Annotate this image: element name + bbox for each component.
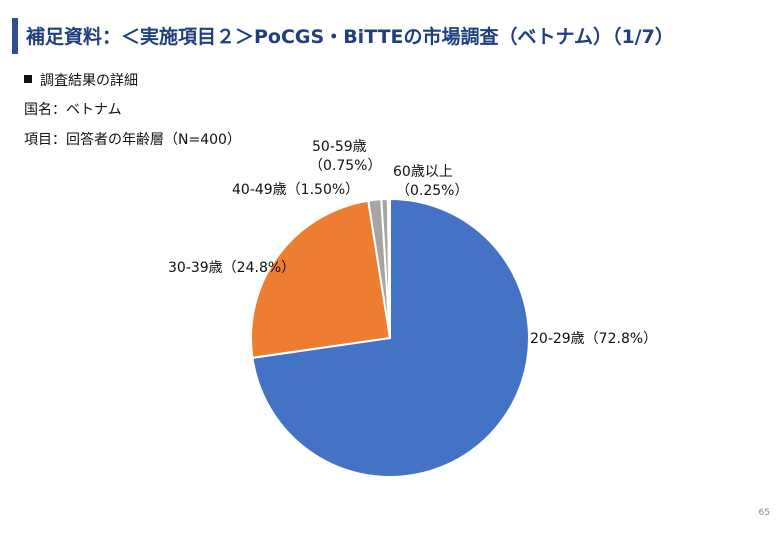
page-number: 65 [758,508,770,518]
section-heading-text: 調査結果の詳細 [40,73,138,89]
label-50-59-name: 50-59歳 [312,139,367,155]
label-60-plus-name: 60歳以上 [393,164,453,180]
label-40-49: 40-49歳（1.50%） [232,182,359,198]
label-30-39: 30-39歳（24.8%） [168,260,295,276]
label-20-29: 20-29歳（72.8%） [530,331,657,347]
label-60-plus-value: （0.25%） [396,183,468,199]
page-title: 補足資料：＜実施項目２＞PoCGS・BiTTEの市場調査（ベトナム）（1/7） [26,26,674,48]
pie-slices [250,197,530,478]
slice-30-39 [250,199,392,359]
square-bullet-icon [24,75,32,83]
title-accent-bar [12,18,18,54]
label-50-59-value: （0.75%） [309,158,381,174]
slice-60-plus [386,197,391,339]
section-heading: 調査結果の詳細 [24,70,138,90]
country-label: 国名：ベトナム [24,102,122,118]
item-label: 項目：回答者の年齢層（N=400） [24,132,241,148]
